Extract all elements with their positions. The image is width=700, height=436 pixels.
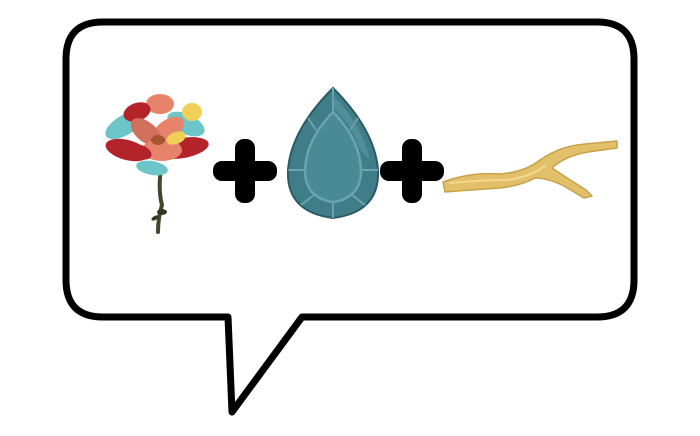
speech-bubble (62, 18, 638, 416)
plus-icon (380, 139, 444, 203)
forked-branch-icon (442, 140, 618, 199)
flower-icon (105, 94, 209, 234)
flower-stem (156, 166, 165, 234)
teal-gem-icon (286, 86, 380, 220)
plus-icon (213, 139, 277, 203)
